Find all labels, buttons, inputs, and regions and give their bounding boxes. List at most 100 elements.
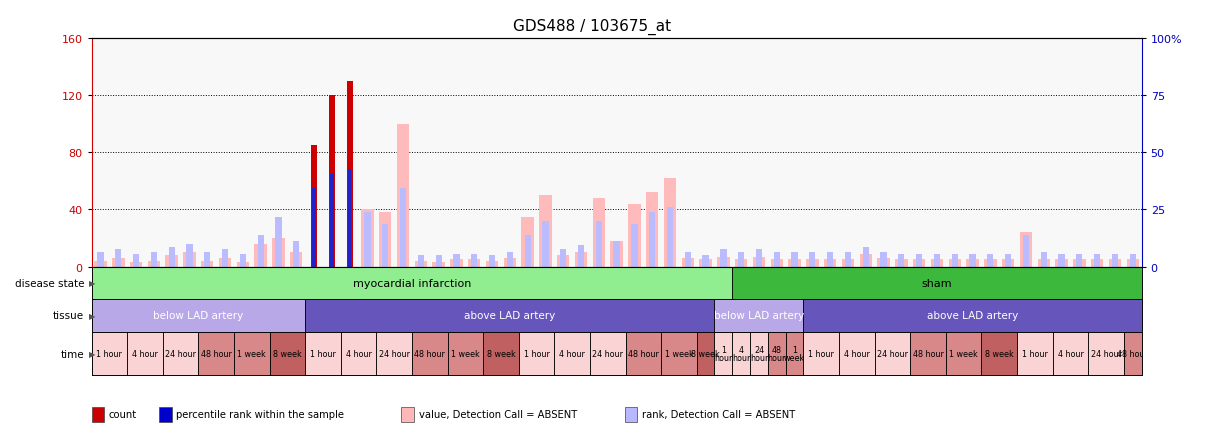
Bar — [610, 241, 623, 267]
Bar — [685, 253, 691, 267]
Text: 1 hour: 1 hour — [96, 349, 122, 358]
Bar — [183, 253, 195, 267]
Bar — [348, 170, 352, 267]
Bar — [165, 256, 178, 267]
Bar — [1076, 254, 1083, 267]
Text: 1 hour: 1 hour — [524, 349, 549, 358]
Text: above LAD artery: above LAD artery — [927, 311, 1018, 321]
Bar — [168, 247, 175, 267]
Bar — [700, 260, 712, 267]
Bar — [753, 257, 766, 267]
Bar — [484, 332, 519, 375]
Bar — [204, 253, 210, 267]
Text: 4 hour: 4 hour — [346, 349, 371, 358]
Bar — [129, 263, 143, 267]
Bar — [1005, 254, 1011, 267]
Bar — [1088, 332, 1123, 375]
Bar — [803, 332, 839, 375]
Bar — [313, 189, 316, 267]
Bar — [92, 299, 305, 332]
Text: 48 hour: 48 hour — [628, 349, 659, 358]
Bar — [596, 221, 602, 267]
Bar — [376, 332, 411, 375]
Bar — [432, 263, 444, 267]
Bar — [966, 260, 979, 267]
Text: above LAD artery: above LAD artery — [464, 311, 556, 321]
Bar — [768, 332, 785, 375]
Text: 24 hour: 24 hour — [165, 349, 197, 358]
Text: 24 hour: 24 hour — [379, 349, 409, 358]
Bar — [148, 261, 160, 267]
Bar — [930, 260, 943, 267]
Text: 4 hour: 4 hour — [844, 349, 869, 358]
Bar — [361, 210, 374, 267]
Bar — [1123, 332, 1142, 375]
Bar — [411, 332, 448, 375]
Bar — [1127, 260, 1139, 267]
Bar — [951, 254, 958, 267]
Bar — [92, 332, 127, 375]
Bar — [1112, 254, 1118, 267]
Text: 1 week: 1 week — [237, 349, 266, 358]
Bar — [272, 238, 284, 267]
Bar — [1073, 260, 1085, 267]
Bar — [667, 207, 673, 267]
Bar — [198, 332, 234, 375]
Bar — [913, 260, 926, 267]
Bar — [379, 213, 392, 267]
Bar — [486, 261, 498, 267]
Bar — [451, 260, 463, 267]
Bar — [750, 332, 768, 375]
Bar — [521, 217, 534, 267]
Bar — [845, 253, 851, 267]
Bar — [519, 332, 554, 375]
Text: 1 week: 1 week — [949, 349, 978, 358]
Text: 24 hour: 24 hour — [1090, 349, 1122, 358]
Text: value, Detection Call = ABSENT: value, Detection Call = ABSENT — [419, 410, 576, 419]
Bar — [542, 221, 548, 267]
Bar — [364, 213, 370, 267]
Bar — [824, 260, 836, 267]
Bar — [1020, 233, 1032, 267]
Bar — [488, 256, 496, 267]
Bar — [557, 256, 569, 267]
Bar — [756, 250, 762, 267]
Text: below LAD artery: below LAD artery — [714, 311, 805, 321]
Bar — [988, 254, 994, 267]
Bar — [702, 256, 708, 267]
Text: 8 week: 8 week — [985, 349, 1013, 358]
Bar — [234, 332, 270, 375]
Bar — [468, 260, 480, 267]
Bar — [1090, 260, 1104, 267]
Bar — [237, 263, 249, 267]
Bar — [895, 260, 907, 267]
Bar — [1094, 254, 1100, 267]
Bar — [305, 332, 341, 375]
Bar — [187, 244, 193, 267]
Bar — [415, 261, 427, 267]
Bar — [291, 253, 303, 267]
Text: 1
week: 1 week — [784, 345, 805, 362]
Bar — [471, 254, 477, 267]
Text: 4 hour: 4 hour — [559, 349, 585, 358]
Bar — [860, 254, 872, 267]
Text: below LAD artery: below LAD artery — [154, 311, 243, 321]
Bar — [382, 224, 388, 267]
Bar — [785, 332, 803, 375]
Bar — [806, 260, 818, 267]
Text: 48 hour: 48 hour — [200, 349, 232, 358]
Bar — [98, 253, 104, 267]
Bar — [628, 204, 641, 267]
Bar — [328, 96, 335, 267]
Bar — [115, 250, 121, 267]
Text: ▶: ▶ — [89, 349, 95, 358]
Bar — [664, 179, 676, 267]
Text: 48 hour: 48 hour — [414, 349, 446, 358]
Bar — [946, 332, 982, 375]
Bar — [625, 332, 661, 375]
Bar — [681, 258, 694, 267]
Text: percentile rank within the sample: percentile rank within the sample — [177, 410, 344, 419]
Bar — [720, 250, 726, 267]
Bar — [737, 253, 745, 267]
Bar — [133, 254, 139, 267]
